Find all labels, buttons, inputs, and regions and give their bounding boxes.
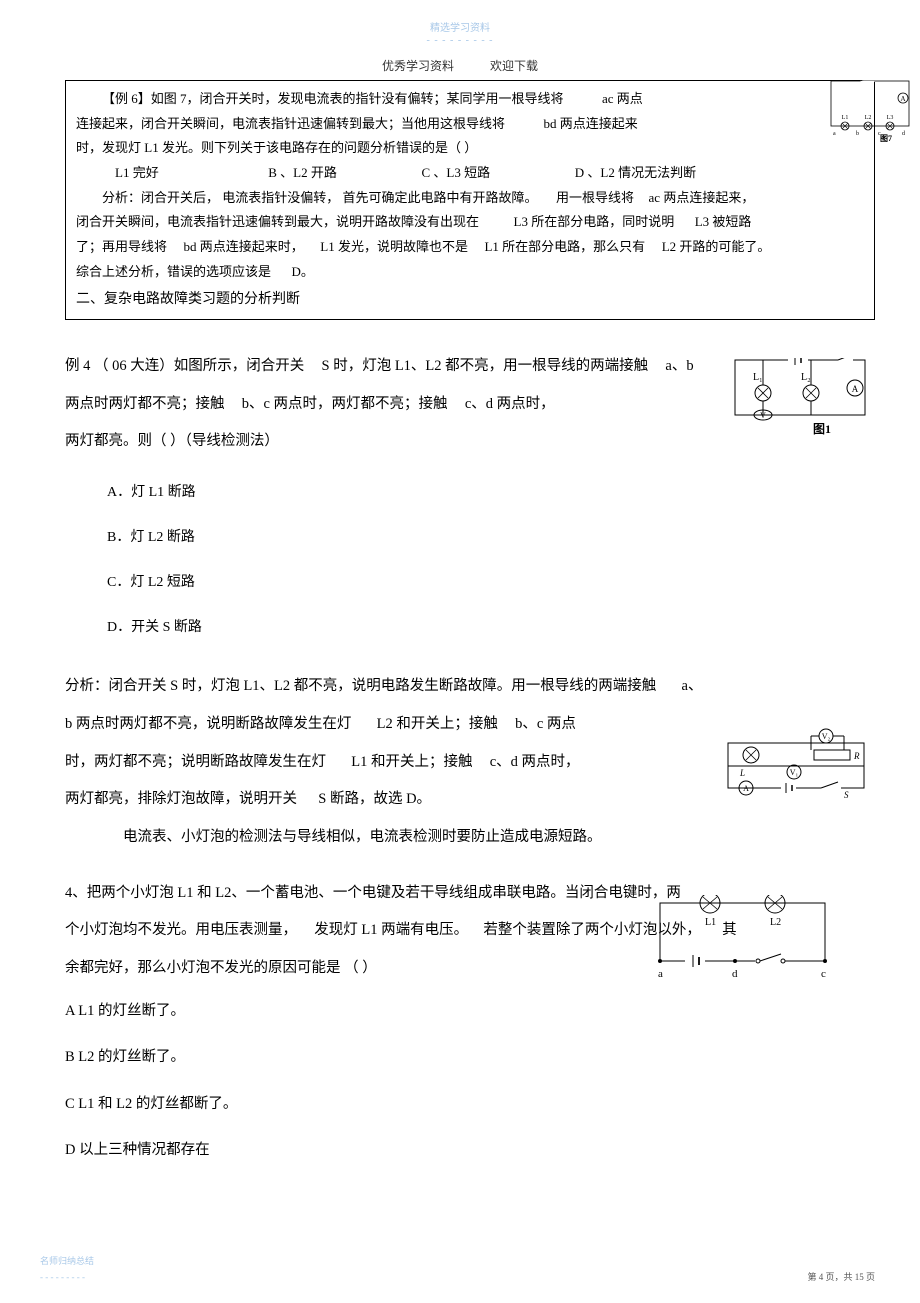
svg-text:L1: L1 bbox=[842, 115, 849, 121]
svg-text:a: a bbox=[658, 968, 663, 980]
ex4-l2a: 两点时两灯都不亮；接触 bbox=[65, 396, 225, 412]
opt-d: D 、L2 情况无法判断 bbox=[575, 161, 696, 186]
svg-text:L₁: L₁ bbox=[753, 372, 763, 383]
ex6-ana3c: L1 发光，说明故障也不是 bbox=[320, 239, 468, 254]
footer-left-dash: - - - - - - - - - bbox=[40, 1269, 94, 1285]
svg-text:S: S bbox=[844, 790, 849, 800]
q4-l2b: 发现灯 L1 两端有电压。 bbox=[314, 922, 468, 938]
svg-text:A: A bbox=[852, 384, 859, 394]
example-6-box: 【例 6】如图 7，闭合开关时，发现电流表的指针没有偏转；某同学用一根导线将 a… bbox=[65, 80, 875, 320]
ex6-ana4a: 综合上述分析，错误的选项应该是 bbox=[76, 264, 271, 279]
ex4-l2b: b、c 两点时，两灯都不亮；接触 bbox=[242, 396, 448, 412]
ex6-line2a: 连接起来，闭合开关瞬间，电流表指针迅速偏转到最大；当他用这根导线将 bbox=[76, 116, 505, 131]
q4-l2a: 个小灯泡均不发光。用电压表测量， bbox=[65, 922, 297, 938]
ex6-ana2c: L3 被短路 bbox=[695, 214, 752, 229]
figure-3: L1 L2 a d c bbox=[655, 895, 830, 985]
svg-text:图1: 图1 bbox=[813, 422, 831, 436]
ex6-ana1b: 用一根导线将 bbox=[556, 190, 634, 205]
opt-c: C 、L3 短路 bbox=[422, 161, 572, 186]
q4-opt-c: C L1 和 L2 的灯丝都断了。 bbox=[65, 1081, 875, 1127]
footer-left-text: 名师归纳总结 bbox=[40, 1253, 94, 1269]
ex4-a2c: b、c 两点 bbox=[515, 716, 576, 732]
ex6-line3: 时，发现灯 L1 发光。则下列关于该电路存在的问题分析错误的是（ ） bbox=[76, 136, 864, 161]
ex4-opt-d: D．开关 S 断路 bbox=[107, 606, 875, 651]
svg-text:L2: L2 bbox=[865, 115, 872, 121]
ex6-ana1a: 分析：闭合开关后， 电流表指针没偏转， 首先可确定此电路中有开路故障。 bbox=[102, 190, 538, 205]
ex4-a4b: S 断路，故选 D。 bbox=[318, 791, 431, 807]
ex4-opt-a: A．灯 L1 断路 bbox=[107, 471, 875, 516]
ex4-note: 电流表、小灯泡的检测法与导线相似，电流表检测时要防止造成电源短路。 bbox=[65, 819, 875, 857]
opt-a: L1 完好 bbox=[115, 161, 265, 186]
ex6-ana2a: 闭合开关瞬间，电流表指针迅速偏转到最大，说明开路故障没有出现在 bbox=[76, 214, 479, 229]
ex4-options: A．灯 L1 断路 B．灯 L2 断路 C．灯 L2 短路 D．开关 S 断路 bbox=[107, 471, 875, 650]
ex4-l2c: c、d 两点时， bbox=[465, 396, 555, 412]
ex4-a1a: 分析：闭合开关 S 时，灯泡 L1、L2 都不亮，说明电路发生断路故障。用一根导… bbox=[65, 678, 656, 694]
watermark-dash: - - - - - - - - - bbox=[427, 32, 494, 50]
svg-text:A: A bbox=[743, 784, 749, 793]
ex4-a3b: L1 和开关上；接触 bbox=[351, 754, 472, 770]
svg-text:L₂: L₂ bbox=[801, 372, 811, 383]
svg-text:b: b bbox=[856, 131, 859, 137]
svg-text:V₁: V₁ bbox=[790, 768, 799, 777]
svg-text:L3: L3 bbox=[887, 115, 894, 121]
footer-right: 第 4 页，共 15 页 bbox=[807, 1269, 875, 1285]
ex6-options: L1 完好 B 、L2 开路 C 、L3 短路 D 、L2 情况无法判断 bbox=[76, 161, 864, 186]
ex4-a2a: b 两点时两灯都不亮，说明断路故障发生在灯 bbox=[65, 716, 351, 732]
figure-7: A L1 L2 L3 a b c d 图7 bbox=[830, 80, 910, 147]
ex6-line1b: ac 两点 bbox=[602, 91, 643, 106]
ex4-a4a: 两灯都亮，排除灯泡故障，说明开关 bbox=[65, 791, 297, 807]
svg-text:L2: L2 bbox=[770, 917, 781, 928]
ex4-l1b: S 时，灯泡 L1、L2 都不亮，用一根导线的两端接触 bbox=[322, 358, 649, 374]
svg-text:d: d bbox=[902, 131, 905, 137]
page-header: 优秀学习资料 欢迎下载 bbox=[382, 56, 538, 78]
figure-2: L R V₂ V₁ A S bbox=[726, 728, 868, 811]
svg-text:A: A bbox=[900, 95, 905, 103]
q4-opt-d: D 以上三种情况都存在 bbox=[65, 1127, 875, 1173]
ex6-line2b: bd 两点连接起来 bbox=[544, 116, 638, 131]
ex6-ana3d: L1 所在部分电路，那么只有 bbox=[484, 239, 645, 254]
svg-text:L: L bbox=[739, 768, 745, 778]
svg-text:a: a bbox=[833, 131, 836, 137]
svg-text:L1: L1 bbox=[705, 917, 716, 928]
ex6-line1a: 【例 6】如图 7，闭合开关时，发现电流表的指针没有偏转；某同学用一根导线将 bbox=[102, 91, 564, 106]
q4-opt-b: B L2 的灯丝断了。 bbox=[65, 1034, 875, 1080]
ex4-opt-b: B．灯 L2 断路 bbox=[107, 516, 875, 561]
ex6-ana3b: bd 两点连接起来时， bbox=[184, 239, 304, 254]
ex4-a1b: a、 bbox=[682, 678, 703, 694]
ex4-l1a: 例 4 （ 06 大连）如图所示，闭合开关 bbox=[65, 358, 304, 374]
ex4-opt-c: C．灯 L2 短路 bbox=[107, 561, 875, 606]
ex6-ana1c: ac 两点连接起来， bbox=[649, 190, 755, 205]
figure-1: L₁ L₂ A V 图1 bbox=[733, 358, 868, 441]
ex4-l1c: a、b bbox=[665, 358, 693, 374]
svg-text:R: R bbox=[853, 751, 860, 761]
section-2-title: 二、复杂电路故障类习题的分析判断 bbox=[76, 287, 864, 314]
svg-text:V₂: V₂ bbox=[822, 732, 831, 741]
svg-text:c: c bbox=[821, 968, 826, 980]
ex4-a3a: 时，两灯都不亮；说明断路故障发生在灯 bbox=[65, 754, 326, 770]
q4-opt-a: A L1 的灯丝断了。 bbox=[65, 988, 875, 1034]
svg-text:图7: 图7 bbox=[880, 134, 892, 142]
ex4-a3c: c、d 两点时， bbox=[490, 754, 580, 770]
ex6-ana4b: D。 bbox=[292, 264, 314, 279]
header-right: 欢迎下载 bbox=[490, 59, 538, 73]
footer-left: 名师归纳总结 - - - - - - - - - bbox=[40, 1253, 94, 1285]
ex6-ana2b: L3 所在部分电路，同时说明 bbox=[514, 214, 675, 229]
svg-text:d: d bbox=[732, 968, 738, 980]
ex6-ana3e: L2 开路的可能了。 bbox=[662, 239, 771, 254]
ex6-ana3a: 了；再用导线将 bbox=[76, 239, 167, 254]
opt-b: B 、L2 开路 bbox=[268, 161, 418, 186]
ex4-a2b: L2 和开关上；接触 bbox=[377, 716, 498, 732]
content-area: 【例 6】如图 7，闭合开关时，发现电流表的指针没有偏转；某同学用一根导线将 a… bbox=[65, 80, 875, 1173]
header-left: 优秀学习资料 bbox=[382, 59, 454, 73]
svg-text:V: V bbox=[760, 411, 766, 420]
